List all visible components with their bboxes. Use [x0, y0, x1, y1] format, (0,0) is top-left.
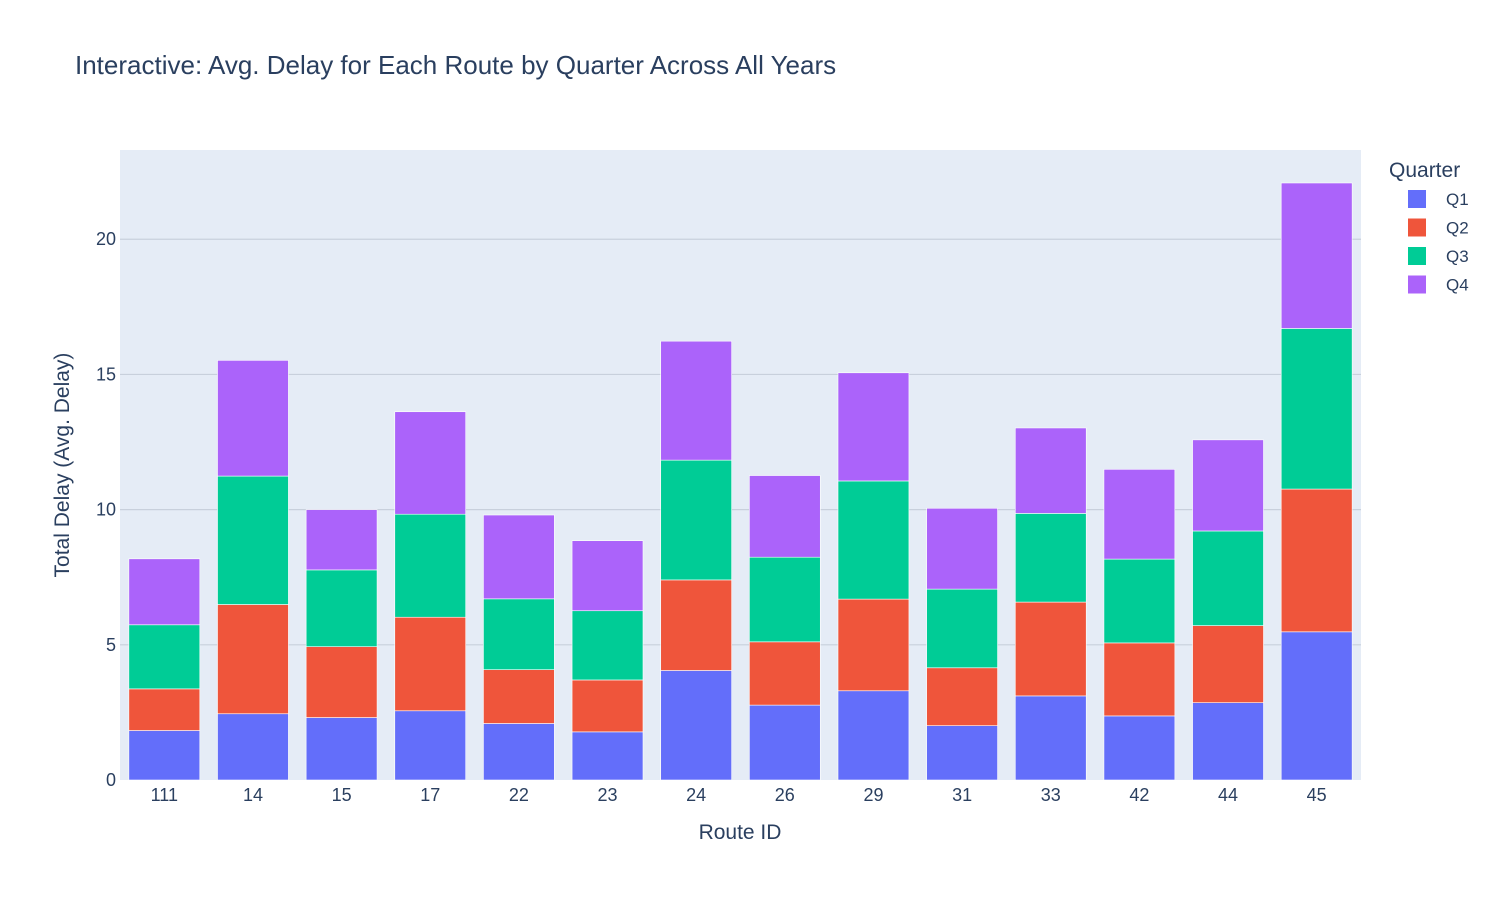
x-tick-label: 14: [243, 785, 263, 805]
bar-q2-route-23[interactable]: [571, 679, 644, 733]
legend-label: Q1: [1446, 190, 1469, 209]
x-tick-label: 15: [332, 785, 352, 805]
bar-q1-route-15[interactable]: [305, 717, 378, 781]
chart-title: Interactive: Avg. Delay for Each Route b…: [75, 50, 837, 80]
x-tick-label: 24: [686, 785, 706, 805]
legend-swatch: [1408, 218, 1426, 237]
y-tick-label: 0: [106, 770, 116, 790]
x-tick-label: 17: [420, 785, 440, 805]
bar-q3-route-26[interactable]: [749, 556, 821, 643]
bar-q1-route-42[interactable]: [1103, 715, 1176, 781]
bar-q2-route-17[interactable]: [394, 616, 467, 712]
legend-item-q1[interactable]: Q1: [1408, 190, 1469, 209]
x-tick-label: 22: [509, 785, 529, 805]
bar-q2-route-15[interactable]: [305, 646, 378, 718]
bar-q3-route-15[interactable]: [305, 569, 378, 647]
bar-q2-route-26[interactable]: [749, 641, 821, 706]
bar-q4-route-17[interactable]: [394, 411, 467, 515]
bar-q1-route-22[interactable]: [483, 723, 555, 781]
y-axis-title: Total Delay (Avg. Delay): [51, 353, 74, 578]
y-tick-label: 10: [96, 500, 116, 520]
legend-swatch: [1408, 190, 1426, 208]
bar-q3-route-29[interactable]: [837, 480, 910, 600]
legend-item-q2[interactable]: Q2: [1408, 218, 1469, 238]
y-axis-ticks: 0 5 10 15 20: [96, 229, 116, 790]
bar-q3-route-23[interactable]: [571, 610, 644, 681]
bar-q1-route-44[interactable]: [1192, 702, 1264, 781]
bar-q2-route-29[interactable]: [837, 598, 910, 692]
bar-q3-route-45[interactable]: [1280, 328, 1353, 490]
bar-q1-route-26[interactable]: [749, 704, 821, 781]
bar-q4-route-42[interactable]: [1103, 469, 1176, 560]
bar-q2-route-44[interactable]: [1192, 625, 1264, 703]
bar-q2-route-14[interactable]: [217, 604, 289, 715]
bar-q2-route-24[interactable]: [660, 579, 732, 671]
bar-q1-route-29[interactable]: [837, 690, 910, 781]
x-tick-label: 42: [1129, 785, 1149, 805]
bar-q1-route-24[interactable]: [660, 670, 732, 781]
bar-q4-route-23[interactable]: [571, 540, 644, 612]
x-tick-label: 31: [952, 785, 972, 805]
bar-q2-route-22[interactable]: [483, 669, 555, 724]
legend-item-q3[interactable]: Q3: [1408, 247, 1469, 266]
legend[interactable]: Quarter Q1 Q2 Q3 Q4: [1389, 159, 1469, 295]
legend-swatch: [1408, 275, 1426, 294]
bars: [128, 182, 1353, 781]
bar-q4-route-44[interactable]: [1192, 439, 1264, 532]
bar-q4-route-22[interactable]: [483, 514, 555, 600]
bar-q4-route-33[interactable]: [1014, 427, 1087, 514]
bar-q3-route-42[interactable]: [1103, 558, 1176, 644]
y-tick-label: 5: [106, 635, 116, 655]
y-tick-label: 20: [96, 229, 116, 249]
x-tick-label: 26: [775, 785, 795, 805]
bar-q4-route-111[interactable]: [128, 558, 201, 626]
x-tick-label: 45: [1307, 785, 1327, 805]
bar-q1-route-31[interactable]: [926, 725, 998, 781]
bar-q2-route-31[interactable]: [926, 667, 998, 726]
bar-q4-route-24[interactable]: [660, 340, 732, 461]
x-tick-label: 111: [151, 785, 178, 805]
bar-q3-route-111[interactable]: [128, 624, 201, 690]
x-tick-label: 29: [863, 785, 883, 805]
bar-q4-route-29[interactable]: [837, 372, 910, 482]
bar-q2-route-111[interactable]: [128, 688, 201, 731]
x-tick-label: 23: [598, 785, 618, 805]
bar-q1-route-45[interactable]: [1280, 631, 1353, 781]
bar-q4-route-31[interactable]: [926, 507, 998, 590]
legend-label: Q2: [1446, 219, 1469, 238]
x-axis-title: Route ID: [699, 821, 782, 844]
bar-q2-route-33[interactable]: [1014, 601, 1087, 697]
bar-q1-route-111[interactable]: [128, 730, 201, 781]
bar-q3-route-44[interactable]: [1192, 530, 1264, 626]
legend-title: Quarter: [1389, 159, 1460, 182]
bar-q3-route-22[interactable]: [483, 598, 555, 670]
legend-swatch: [1408, 247, 1426, 265]
bar-q4-route-45[interactable]: [1280, 182, 1353, 329]
bar-q3-route-17[interactable]: [394, 513, 467, 618]
bar-q1-route-23[interactable]: [571, 731, 644, 781]
bar-q4-route-26[interactable]: [749, 475, 821, 558]
x-tick-label: 33: [1041, 785, 1061, 805]
bar-q1-route-14[interactable]: [217, 713, 289, 781]
bar-q1-route-33[interactable]: [1014, 695, 1087, 781]
bar-q3-route-31[interactable]: [926, 588, 998, 669]
legend-label: Q3: [1446, 247, 1469, 266]
y-tick-label: 15: [96, 364, 116, 384]
legend-item-q4[interactable]: Q4: [1408, 275, 1469, 295]
bar-q3-route-33[interactable]: [1014, 513, 1087, 603]
x-tick-label: 44: [1218, 785, 1238, 805]
bar-q1-route-17[interactable]: [394, 710, 467, 781]
bar-q2-route-45[interactable]: [1280, 488, 1353, 633]
bar-q4-route-14[interactable]: [217, 360, 289, 477]
bar-q4-route-15[interactable]: [305, 509, 378, 571]
x-axis-ticks: 111 14 15 17 22 23 24 26 29 31 33 42 44 45: [151, 785, 1327, 805]
bar-q3-route-14[interactable]: [217, 475, 289, 605]
bar-q3-route-24[interactable]: [660, 459, 732, 581]
bar-q2-route-42[interactable]: [1103, 642, 1176, 717]
legend-label: Q4: [1446, 276, 1469, 295]
